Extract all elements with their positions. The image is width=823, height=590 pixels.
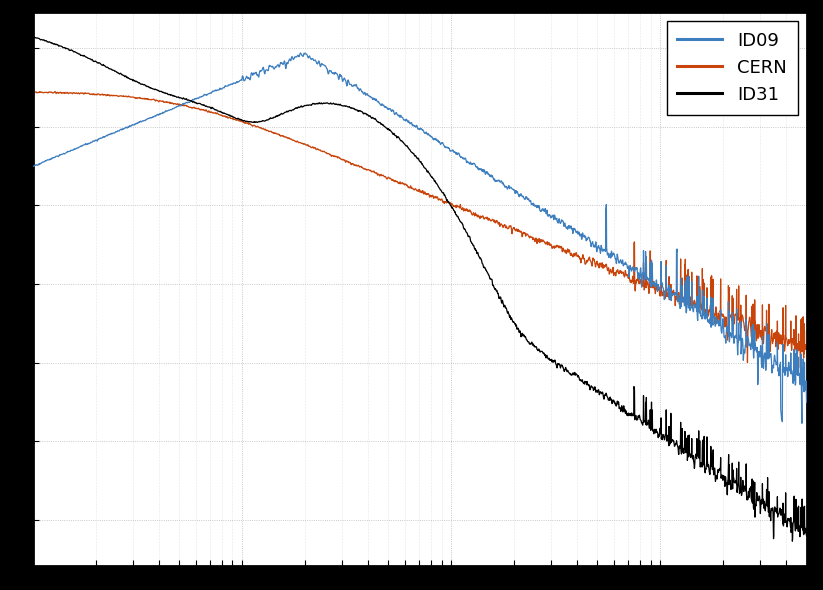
Line: ID09: ID09 — [33, 53, 807, 423]
ID09 — [797, 419, 807, 427]
ID09 — [325, 67, 335, 74]
ID31 — [162, 90, 172, 97]
ID09 — [704, 319, 714, 326]
ID31 — [359, 110, 369, 117]
CERN — [162, 99, 172, 106]
ID09 — [802, 399, 811, 406]
CERN — [50, 88, 60, 95]
ID31 — [704, 461, 714, 468]
CERN — [117, 93, 127, 100]
Legend: ID09, CERN, ID31: ID09, CERN, ID31 — [667, 21, 797, 114]
CERN — [795, 364, 805, 371]
ID31 — [802, 532, 811, 539]
Line: CERN: CERN — [33, 91, 807, 368]
CERN — [359, 165, 369, 172]
ID09 — [787, 366, 797, 373]
CERN — [704, 310, 714, 317]
ID31 — [117, 71, 127, 78]
ID31 — [28, 34, 38, 41]
ID09 — [162, 107, 172, 114]
ID31 — [29, 34, 39, 41]
ID31 — [325, 100, 335, 107]
ID31 — [788, 537, 797, 545]
ID09 — [295, 50, 305, 57]
CERN — [325, 151, 335, 158]
CERN — [787, 347, 797, 354]
CERN — [28, 88, 38, 96]
ID31 — [787, 524, 797, 531]
ID09 — [359, 90, 369, 97]
ID09 — [116, 126, 126, 133]
ID09 — [28, 163, 38, 170]
CERN — [802, 345, 811, 352]
Line: ID31: ID31 — [33, 37, 807, 541]
